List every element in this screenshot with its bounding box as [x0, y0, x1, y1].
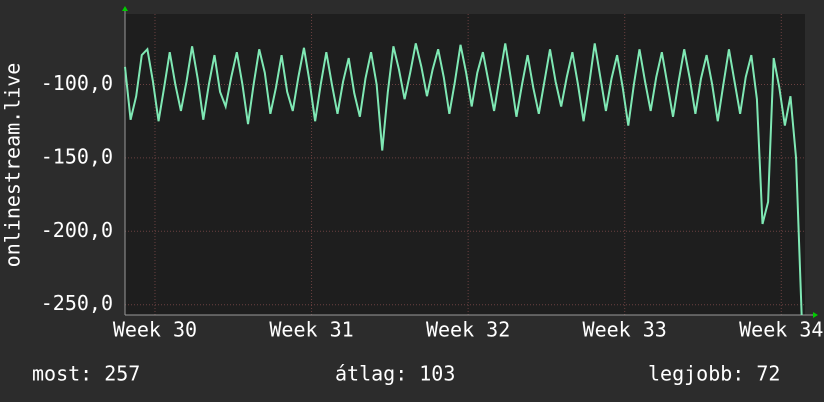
x-tick-label: Week 34: [739, 318, 823, 342]
plot-area: [125, 14, 805, 315]
y-tick-label: -100,0: [41, 71, 113, 95]
y-tick-label: -150,0: [41, 144, 113, 168]
x-tick-label: Week 33: [583, 318, 667, 342]
stat-value: 257: [104, 362, 140, 386]
y-tick-label: -250,0: [41, 291, 113, 315]
axis-arrow: [122, 6, 128, 11]
x-tick-label: Week 31: [269, 318, 353, 342]
data-line: [124, 43, 803, 316]
x-tick-label: Week 30: [113, 318, 197, 342]
x-tick-label: Week 32: [426, 318, 510, 342]
y-axis-label: onlinestream.live: [1, 63, 25, 268]
y-tick-label: -200,0: [41, 218, 113, 242]
axis-arrow: [813, 312, 818, 318]
stat-value: 72: [756, 362, 780, 386]
stat-value: 103: [419, 362, 455, 386]
stat-label: most:: [32, 362, 92, 386]
stat-label: legjobb:: [648, 362, 744, 386]
stat-label: átlag:: [335, 362, 407, 386]
